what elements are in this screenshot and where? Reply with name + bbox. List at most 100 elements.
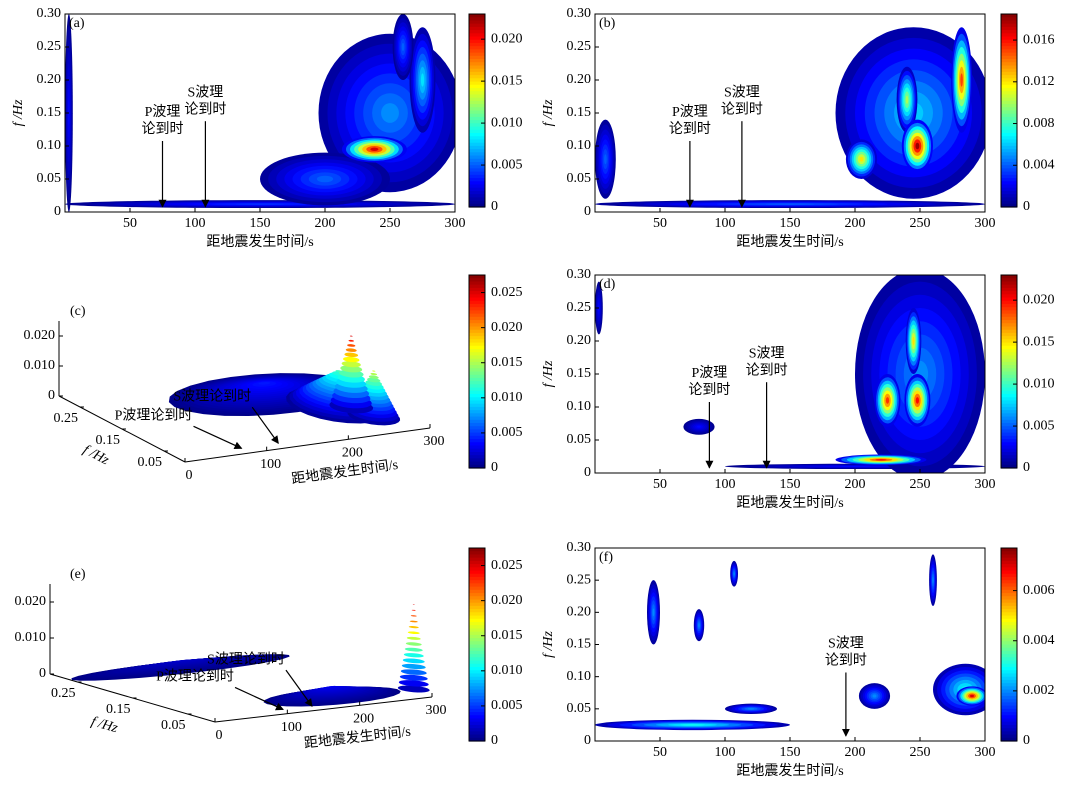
colorbar-frame [468, 13, 486, 208]
colorbar-segment [469, 300, 485, 305]
y-tick-label: 0.30 [567, 267, 592, 282]
colorbar-tick-label: 0 [1023, 460, 1030, 475]
y-tick-label: 0.05 [37, 171, 62, 186]
colorbar-segment [469, 673, 485, 678]
colorbar-segment [469, 683, 485, 687]
annotation-text: S波理 [188, 84, 224, 100]
colorbar-segment [469, 336, 485, 340]
x-axis [184, 427, 431, 463]
colorbar-segment [469, 139, 485, 144]
contour-level [604, 154, 607, 165]
colorbar-segment [469, 605, 485, 610]
colorbar-segment [469, 78, 485, 83]
x-tick-label: 50 [653, 745, 667, 760]
colorbar-segment [1001, 39, 1017, 44]
y-tick-label: 0.05 [567, 432, 592, 447]
x-tick-label: 250 [910, 477, 931, 492]
colorbar-segment [469, 455, 485, 459]
colorbar-segment [1001, 371, 1017, 376]
colorbar-segment [1001, 621, 1017, 626]
contour-level [872, 694, 877, 698]
colorbar-segment [1001, 65, 1017, 70]
colorbar-segment [1001, 416, 1017, 421]
colorbar-segment [1001, 442, 1017, 447]
colorbar-segment [1001, 104, 1017, 108]
colorbar-segment [1001, 17, 1017, 22]
colorbar-segment [1001, 718, 1017, 723]
plot-frame [594, 547, 986, 742]
colorbar-segment [469, 686, 485, 691]
colorbar-tick-label: 0.020 [491, 31, 523, 46]
surface-level [403, 653, 424, 658]
colorbar-tick-label: 0.008 [1023, 116, 1055, 131]
contour-level [401, 42, 405, 52]
colorbar-frame [468, 547, 486, 742]
colorbar-segment [1001, 422, 1017, 427]
colorbar-segment [469, 609, 485, 613]
colorbar-segment [1001, 342, 1017, 347]
colorbar-segment [1001, 737, 1017, 742]
colorbar-segment [469, 100, 485, 105]
colorbar-segment [1001, 178, 1017, 182]
colorbar-tick-label: 0.006 [1023, 583, 1055, 598]
colorbar-segment [469, 316, 485, 321]
colorbar-segment [469, 634, 485, 639]
colorbar-segment [1001, 644, 1017, 649]
colorbar-segment [1001, 686, 1017, 691]
x-axis-label: 距地震发生时间/s [206, 234, 313, 250]
colorbar-segment [1001, 618, 1017, 623]
colorbar-segment [1001, 368, 1017, 373]
colorbar-segment [1001, 551, 1017, 556]
colorbar-segment [1001, 448, 1017, 453]
x-tick-label: 100 [281, 720, 302, 735]
colorbar-segment [469, 23, 485, 28]
colorbar-segment [1001, 589, 1017, 594]
colorbar-segment [469, 113, 485, 118]
colorbar-tick-label: 0.005 [491, 425, 523, 440]
colorbar-segment [469, 702, 485, 707]
x-tick-label: 150 [250, 216, 271, 231]
y-tick-label: 0.10 [567, 399, 592, 414]
colorbar-segment [469, 628, 485, 633]
colorbar-segment [1001, 97, 1017, 102]
colorbar-segment [469, 46, 485, 50]
colorbar-segment [1001, 406, 1017, 411]
x-tick-label: 100 [260, 457, 281, 472]
annotation-arrow [193, 425, 243, 450]
colorbar-segment [469, 275, 485, 279]
colorbar-segment [1001, 435, 1017, 440]
colorbar-segment [469, 287, 485, 292]
colorbar-segment [1001, 94, 1017, 99]
colorbar-segment [1001, 692, 1017, 697]
colorbar-segment [1001, 116, 1017, 121]
colorbar-segment [1001, 564, 1017, 568]
colorbar-segment [469, 152, 485, 157]
colorbar-segment [469, 435, 485, 440]
colorbar-segment [1001, 187, 1017, 192]
colorbar-segment [469, 445, 485, 450]
y-tick-label: 0.15 [106, 702, 131, 717]
colorbar-segment [469, 116, 485, 121]
colorbar-segment [469, 387, 485, 392]
colorbar-segment [469, 596, 485, 601]
z-tick-label: 0.020 [15, 594, 47, 609]
colorbar-segment [1001, 432, 1017, 437]
colorbar-segment [1001, 81, 1017, 86]
colorbar-segment [469, 676, 485, 681]
colorbar-tick-label: 0 [491, 199, 498, 214]
colorbar-segment [1001, 721, 1017, 726]
colorbar-segment [1001, 133, 1017, 137]
colorbar-segment [1001, 413, 1017, 418]
colorbar-segment [469, 461, 485, 466]
colorbar-segment [1001, 275, 1017, 279]
colorbar-segment [1001, 576, 1017, 581]
surface-level [404, 647, 423, 652]
colorbar-segment [1001, 36, 1017, 41]
colorbar-tick-label: 0.025 [491, 558, 523, 573]
surface-level [411, 609, 416, 611]
x-tick-label: 150 [780, 477, 801, 492]
colorbar-tick-label: 0.012 [1023, 74, 1055, 89]
colorbar-segment [469, 573, 485, 578]
surface-level [409, 620, 418, 623]
surface-level [173, 659, 188, 662]
